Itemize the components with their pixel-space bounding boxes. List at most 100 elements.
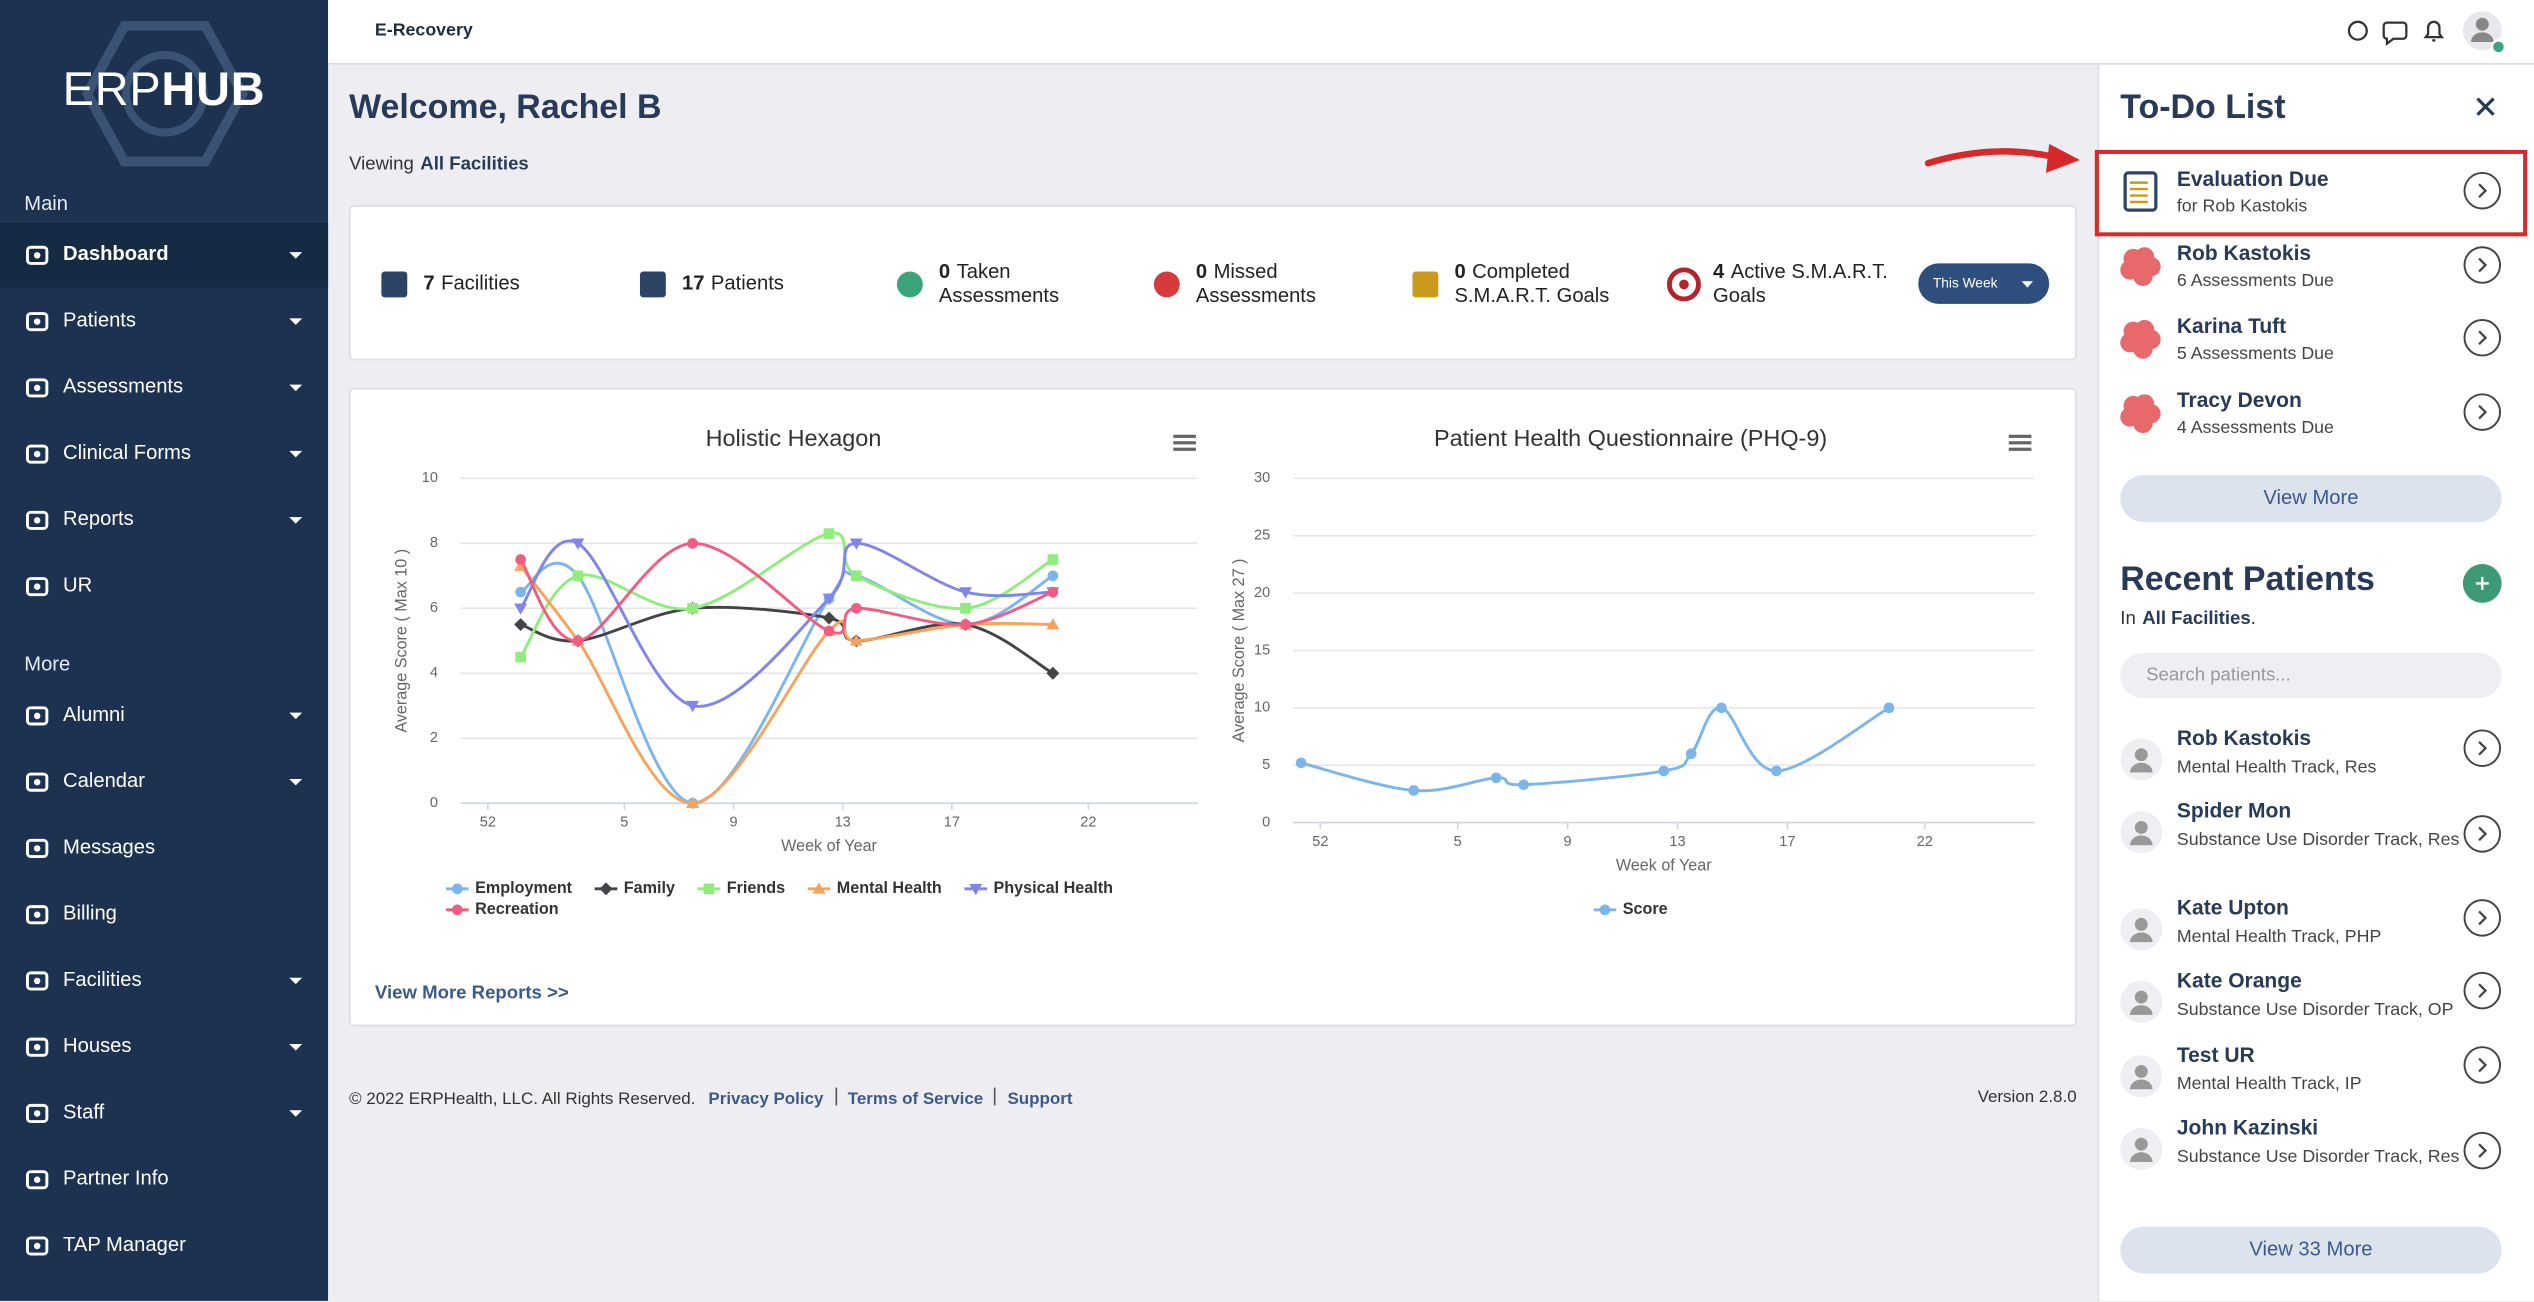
avatar-body (2129, 762, 2153, 773)
nav-item[interactable]: Assessments (0, 356, 328, 421)
reports-link[interactable]: View More Reports >> (374, 984, 569, 1004)
nav-item[interactable]: Partner Info (0, 1147, 328, 1212)
nav-item[interactable]: Calendar (0, 750, 328, 815)
legend: Employment Family Friends Mental Health Phys… (446, 879, 1113, 918)
chevron-circle (2463, 729, 2502, 767)
legend-label: Friends (727, 879, 785, 897)
nav-item[interactable]: Billing (0, 882, 328, 947)
nav-item[interactable]: Messages (0, 816, 328, 881)
nav-icon-shape (26, 838, 49, 858)
nav-item[interactable]: Facilities (0, 949, 328, 1014)
period-select[interactable]: This Week (1918, 263, 2050, 304)
nav-icon (26, 1037, 49, 1057)
patient-name: Kate Orange (2176, 968, 2302, 993)
chevron-button (2463, 729, 2502, 767)
todo-title: To-Do List (2120, 88, 2286, 127)
section-title: Main (24, 192, 69, 215)
data-point (515, 554, 526, 565)
caret-shape (2021, 281, 2034, 288)
nav-item[interactable]: Houses (0, 1015, 328, 1080)
nav-item[interactable]: Dashboard (0, 223, 329, 288)
nav-item[interactable]: Patients (0, 289, 328, 354)
avatar-head (2134, 1064, 2148, 1078)
menu-bar (2008, 434, 2032, 438)
separator (994, 1087, 997, 1106)
legend-symbol (969, 883, 983, 896)
caret-shape (289, 1110, 303, 1117)
nav-icon (26, 444, 49, 464)
chevron-button (2463, 815, 2502, 853)
search-box[interactable]: Search patients... (2120, 652, 2502, 699)
todo-item-title: Karina Tuft (2176, 313, 2287, 338)
patient-name: Spider Mon (2176, 798, 2292, 823)
patient-avatar (2120, 738, 2163, 781)
nav-icon (26, 706, 49, 726)
nav-icon-shape (26, 1103, 49, 1124)
data-point (1408, 785, 1420, 796)
nav-item[interactable]: UR (0, 554, 328, 619)
chevron-icon (2478, 740, 2488, 756)
stat-icon-shape (1412, 271, 1439, 298)
footer-link[interactable]: Privacy Policy (708, 1089, 824, 1109)
series-points (515, 528, 1059, 663)
stat-icon (1153, 271, 1180, 298)
viewing-label: Viewing (349, 155, 414, 175)
caret-shape (289, 450, 303, 458)
footer-link[interactable]: Terms of Service (847, 1089, 984, 1109)
data-point (686, 796, 700, 809)
stat-value: 0 (938, 260, 951, 283)
legend-symbol (812, 882, 826, 894)
nav-item[interactable]: Alumni (0, 684, 328, 749)
logo-light: ERP (62, 64, 162, 117)
nav-item[interactable]: Staff (0, 1081, 328, 1146)
view-all-button[interactable]: View 33 More (2120, 1226, 2502, 1274)
chevron-circle (2463, 245, 2502, 283)
footer-link[interactable]: Support (1007, 1089, 1073, 1109)
data-point (571, 538, 585, 550)
nav-item[interactable]: Clinical Forms (0, 422, 328, 487)
nav-label: Patients (63, 308, 137, 332)
top-bar: E-Recovery (328, 0, 2534, 65)
chat-icon (2382, 21, 2408, 46)
nav-icon-shape (26, 245, 49, 265)
nav-icon (26, 1103, 49, 1124)
chevron-circle (2463, 899, 2502, 937)
todo-item-title: Evaluation Due (2176, 166, 2329, 191)
stat-icon (1666, 267, 1701, 302)
nav-item[interactable]: Reports (0, 488, 328, 553)
avatar-head (2134, 917, 2148, 931)
patient-track: Substance Use Disorder Track, OP (2176, 1000, 2454, 1020)
nav-label: Facilities (63, 968, 142, 991)
caret-shape (289, 384, 303, 392)
avatar-body (2129, 1152, 2153, 1162)
legend-item: Family (594, 879, 675, 897)
caret-shape (289, 517, 303, 524)
legend-symbol (1599, 904, 1611, 916)
stat-text: 0 Taken Assessments (939, 260, 1101, 308)
right-panel: To-Do List Evaluation Due for Rob Kastokis… (2097, 64, 2534, 1301)
nav-icon-shape (26, 444, 49, 464)
todo-item-subtitle: for Rob Kastokis (2176, 197, 2308, 217)
y-tick-label: 0 (430, 795, 438, 811)
data-point (1047, 586, 1059, 598)
bell-icon (2423, 20, 2445, 42)
view-more-button[interactable]: View More (2120, 475, 2502, 522)
nav-item[interactable]: TAP Manager (0, 1214, 328, 1279)
series-points (515, 537, 1059, 647)
data-point (1518, 779, 1529, 791)
legend-item: Recreation (446, 900, 559, 918)
nav-icon-shape (26, 706, 49, 726)
chevron-button (2463, 899, 2502, 937)
x-tick-label: 22 (1080, 814, 1096, 830)
legend-label: Physical Health (994, 879, 1113, 897)
stat-label: Missed Assessments (1195, 260, 1317, 308)
chevron-icon (2478, 1057, 2488, 1073)
copyright: © 2022 ERPHealth, LLC. All Rights Reserv… (349, 1089, 696, 1109)
todo-item-title: Rob Kastokis (2176, 239, 2312, 265)
chevron-circle (2463, 392, 2502, 431)
brain-lobe (2133, 339, 2153, 359)
todo-icon (2120, 393, 2161, 433)
patient-name: Test UR (2176, 1042, 2255, 1067)
nav-icon-shape (26, 1037, 49, 1057)
